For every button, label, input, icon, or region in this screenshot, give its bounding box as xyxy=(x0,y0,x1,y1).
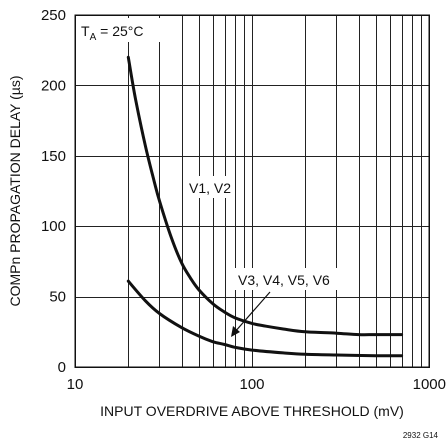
x-tick-label: 1000 xyxy=(413,376,446,393)
series-line-1 xyxy=(126,55,404,337)
annotation-arrowhead xyxy=(231,326,240,337)
series-label-v1-v2: V1, V2 xyxy=(189,180,231,196)
temperature-symbol: T xyxy=(81,23,90,39)
plot-frame xyxy=(74,14,430,368)
x-tick-labels: 10 100 1000 xyxy=(67,376,446,393)
y-axis-title: COMPn PROPAGATION DELAY (µs) xyxy=(7,75,23,306)
x-tick-label: 100 xyxy=(239,376,264,393)
y-tick-label: 50 xyxy=(49,289,66,306)
temperature-annotation: TA = 25°C xyxy=(81,23,143,43)
series2-label-background xyxy=(235,268,343,290)
series-label-v3-v6: V3, V4, V5, V6 xyxy=(238,272,330,288)
x-tick-label: 10 xyxy=(67,376,84,393)
series-line-2 xyxy=(126,279,404,358)
figure-id: 2932 G14 xyxy=(403,431,439,440)
y-tick-label: 150 xyxy=(41,148,66,165)
series1-label-background xyxy=(186,176,234,198)
annotation-leader-line xyxy=(233,291,271,334)
x-axis-title: INPUT OVERDRIVE ABOVE THRESHOLD (mV) xyxy=(100,403,404,419)
y-tick-label: 100 xyxy=(41,218,66,235)
temperature-label-background xyxy=(78,18,160,42)
y-tick-label: 200 xyxy=(41,77,66,94)
temperature-subscript: A xyxy=(90,32,97,43)
temperature-value: = 25°C xyxy=(96,23,143,39)
y-tick-label: 0 xyxy=(58,359,66,376)
y-tick-labels: 0 50 100 150 200 250 xyxy=(41,7,66,376)
curves xyxy=(126,55,404,358)
grid xyxy=(75,15,429,367)
y-tick-label: 250 xyxy=(41,7,66,24)
